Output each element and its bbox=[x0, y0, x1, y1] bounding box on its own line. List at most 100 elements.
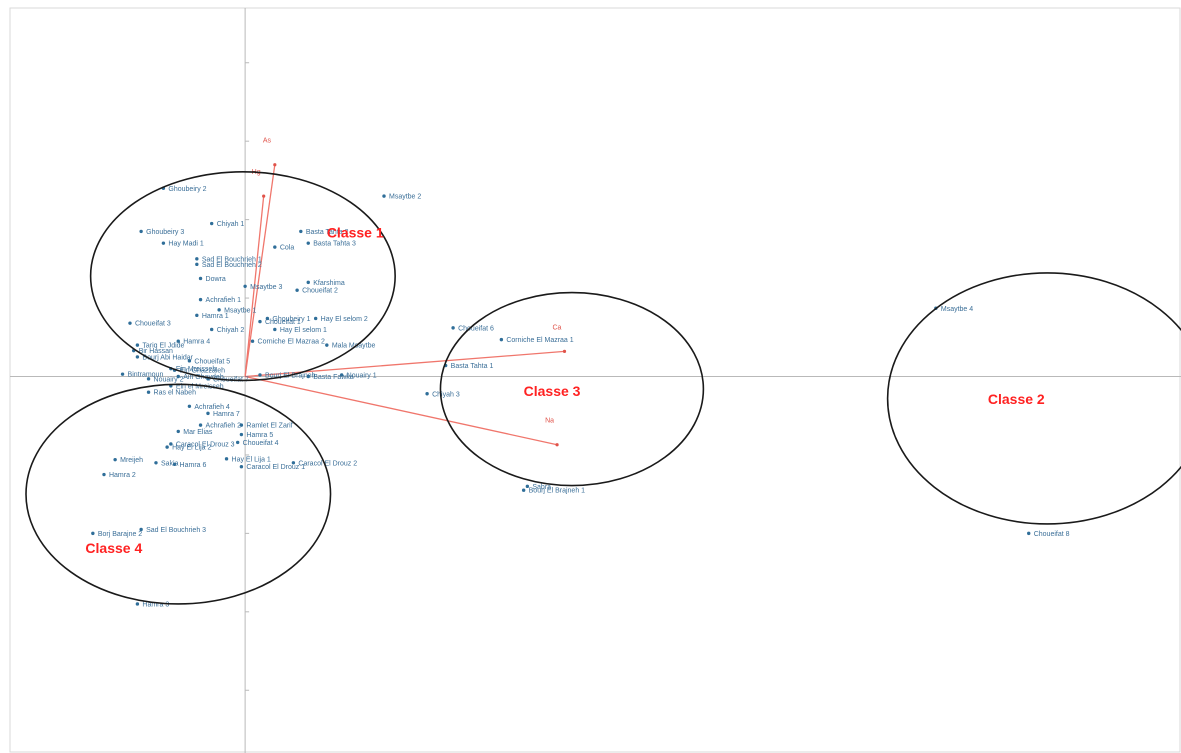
point-ghoubeiry-1 bbox=[265, 316, 270, 321]
point-label-ein-ghazzaleh: Ein Ghazzaleh bbox=[180, 368, 226, 375]
point-achrafieh-2 bbox=[198, 423, 203, 427]
point-choueifat-1 bbox=[258, 319, 262, 324]
point-msaytbe-3 bbox=[243, 284, 247, 288]
point-label-corniche-el-mazraa-1: Corniche El Mazraa 1 bbox=[506, 337, 573, 344]
point-ghoubeiry-3 bbox=[139, 229, 143, 234]
point-label-basta-fawka: Basta Fawka bbox=[313, 374, 354, 381]
point-label-mreijeh: Mreijeh bbox=[120, 457, 143, 464]
point-label-mar-elias: Mar Elias bbox=[183, 429, 213, 436]
point-ramlet-el-zarif bbox=[239, 423, 244, 427]
point-hamra-2 bbox=[102, 472, 106, 477]
point-label-hamra-3: Hamra 3 bbox=[142, 601, 169, 608]
point-choueifat-5 bbox=[187, 359, 192, 363]
point-mar-elias bbox=[176, 429, 180, 434]
point-choueifat-4 bbox=[235, 440, 240, 445]
point-caracol-el-drouz-3 bbox=[169, 442, 173, 446]
point-label-mala-msaytbe: Mala Msaytbe bbox=[332, 343, 376, 350]
point-label-bourj-el-brajneh-1: Bourj El Brajneh 1 bbox=[529, 488, 586, 495]
vector-label-na: Na bbox=[545, 418, 554, 425]
point-kfarshima bbox=[306, 280, 310, 285]
point-sad-el-bouchrieh-2 bbox=[195, 262, 199, 267]
point-nouairy-1 bbox=[339, 373, 344, 377]
class-ellipses: Classe 1 Classe 2 Classe 3 Classe 4 bbox=[25, 170, 1181, 605]
point-label-msaytbe-3: Msaytbe 3 bbox=[250, 284, 282, 291]
point-achrafieh-1 bbox=[198, 297, 203, 302]
point-label-choueifat-1: Choueifat 1 bbox=[265, 319, 301, 326]
point-label-corniche-el-mazraa-2: Corniche El Mazraa 2 bbox=[258, 339, 325, 346]
vector-label-ca: Ca bbox=[553, 324, 562, 331]
point-label-caracol-el-drouz-2: Caracol El Drouz 2 bbox=[298, 460, 357, 467]
point-label-choueifat-5: Choueifat 5 bbox=[194, 358, 230, 365]
point-label-hamra-2: Hamra 2 bbox=[109, 472, 136, 479]
point-hay-el-lija-2 bbox=[165, 445, 169, 449]
point-bourj-el-brajneh-1 bbox=[521, 488, 526, 492]
point-label-ramlet-el-zarif: Ramlet El Zarif bbox=[246, 423, 292, 430]
point-hamra-4 bbox=[176, 339, 180, 343]
classe-3-ellipse bbox=[439, 291, 705, 487]
vector-head-na bbox=[555, 443, 559, 447]
point-label-chiyah-2: Chiyah 2 bbox=[217, 327, 245, 334]
point-label-choueifat-4: Choueifat 4 bbox=[243, 440, 279, 447]
point-label-nouairy-2: Nouairy 2 bbox=[154, 376, 184, 383]
point-nouairy-2 bbox=[146, 377, 151, 381]
point-label-dowra: Dowra bbox=[206, 276, 226, 283]
point-label-kfarshima: Kfarshima bbox=[313, 280, 345, 287]
point-bintramoun bbox=[120, 372, 125, 376]
point-label-hamra-6: Hamra 6 bbox=[180, 462, 207, 469]
point-label-hamra-4: Hamra 4 bbox=[183, 339, 210, 346]
vector-na bbox=[244, 375, 558, 446]
vector-head-hg bbox=[262, 194, 266, 198]
point-hay-el-lija-1 bbox=[224, 457, 229, 461]
point-cola bbox=[273, 245, 277, 249]
point-label-bintramoun: Bintramoun bbox=[128, 372, 164, 379]
plot-frame bbox=[9, 7, 1181, 753]
point-label-hay-el-selom-1: Hay El selom 1 bbox=[280, 327, 327, 334]
point-ras-el-nabeh bbox=[146, 390, 151, 394]
point-label-sad-el-bouchrieh-1: Sad El Bouchrieh 1 bbox=[202, 256, 262, 263]
point-label-caracol-el-drouz-3: Caracol El Drouz 3 bbox=[176, 441, 235, 448]
point-bourj-abi-haidar bbox=[135, 355, 140, 359]
point-label-chiyah-3: Chiyah 3 bbox=[432, 391, 460, 398]
classe-2-label: Classe 2 bbox=[988, 391, 1045, 407]
point-dowra bbox=[198, 276, 203, 281]
point-label-chiyah-1: Chiyah 1 bbox=[217, 221, 245, 228]
point-label-ein-el-mreisseh: Ein el Mreisseh bbox=[176, 383, 224, 390]
point-choueifat-2 bbox=[295, 288, 299, 292]
point-hay-el-selom-2 bbox=[313, 316, 318, 321]
point-label-ghoubeiry-3: Ghoubeiry 3 bbox=[146, 229, 184, 236]
point-sad-el-bouchrieh-3 bbox=[139, 527, 143, 532]
point-choueifat-8 bbox=[1027, 531, 1031, 536]
point-corniche-el-mazraa-1 bbox=[499, 337, 504, 342]
point-label-hamra-1: Hamra 1 bbox=[202, 313, 229, 320]
point-label-basta-tahta-2: Basta Tahta 2 bbox=[306, 229, 349, 236]
point-label-caracol-el-drouz-1: Caracol El Drouz 1 bbox=[246, 464, 305, 471]
classe-2-ellipse bbox=[886, 272, 1181, 525]
point-basta-tahta-2 bbox=[299, 229, 303, 234]
point-label-hay-el-selom-2: Hay El selom 2 bbox=[321, 316, 368, 323]
vector-head-ca bbox=[562, 349, 567, 353]
point-label-msaytbe-2: Msaytbe 2 bbox=[389, 194, 421, 201]
point-achrafieh-4 bbox=[187, 404, 192, 409]
point-label-sad-el-bouchrieh-2: Sad El Bouchrieh 2 bbox=[202, 262, 262, 269]
point-label-basta-tahta-3: Basta Tahta 3 bbox=[313, 241, 356, 248]
point-sakia bbox=[154, 461, 158, 465]
point-label-sakia: Sakia bbox=[161, 460, 179, 467]
point-label-choueifat-6: Choueifat 6 bbox=[458, 325, 494, 332]
point-label-ein-mreisseh: Ein Mreisseh bbox=[176, 366, 217, 373]
point-label-achrafieh-1: Achrafieh 1 bbox=[206, 297, 242, 304]
point-msaytbe-1 bbox=[217, 308, 221, 312]
point-hay-el-selom-1 bbox=[273, 327, 277, 332]
point-label-choueifat-2: Choueifat 2 bbox=[302, 288, 338, 295]
point-corniche-el-mazraa-2 bbox=[250, 339, 255, 343]
point-label-ghoubeiry-2: Ghoubeiry 2 bbox=[168, 186, 206, 193]
point-label-hamra-5: Hamra 5 bbox=[246, 432, 273, 439]
vector-as bbox=[244, 164, 276, 377]
point-label-nouairy-1: Nouairy 1 bbox=[347, 372, 377, 379]
point-label-cola: Cola bbox=[280, 245, 295, 252]
vector-head-as bbox=[273, 163, 277, 167]
classe-1-ellipse bbox=[89, 170, 396, 382]
point-label-bir-hassan: Bir Hassan bbox=[139, 348, 173, 355]
point-tariq-el-jdide bbox=[135, 343, 140, 347]
